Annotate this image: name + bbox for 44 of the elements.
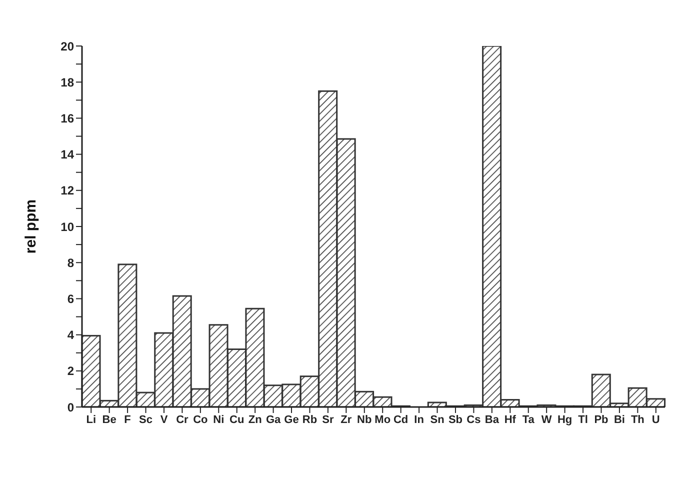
x-tick-label: Pb xyxy=(594,414,609,426)
x-tick-label: V xyxy=(160,414,168,426)
y-tick-label: 18 xyxy=(60,75,74,90)
x-tick-label: Rb xyxy=(302,414,318,426)
y-tick-label: 12 xyxy=(60,184,74,198)
x-tick-label: U xyxy=(652,414,660,426)
x-tick-label: Li xyxy=(86,414,96,426)
y-tick-label: 4 xyxy=(67,328,74,342)
x-tick-label: W xyxy=(541,414,552,426)
x-tick-label: Cd xyxy=(393,414,408,426)
y-tick-label: 20 xyxy=(60,39,74,54)
x-tick-label: In xyxy=(414,414,424,426)
x-tick-label: Zn xyxy=(248,414,262,426)
x-tick-label: Ba xyxy=(484,414,500,426)
x-tick-label: Ga xyxy=(266,414,282,426)
x-tick-label: Ge xyxy=(284,414,299,426)
y-tick-label: 10 xyxy=(60,220,74,234)
y-axis-title: rel ppm xyxy=(22,199,40,254)
x-tick-label: Sb xyxy=(448,414,463,426)
y-tick-label: 14 xyxy=(60,148,74,162)
y-tick-label: 6 xyxy=(67,292,74,306)
x-tick-label: F xyxy=(124,414,132,426)
x-tick-label: Hg xyxy=(557,414,572,426)
y-tick-label: 8 xyxy=(67,256,74,270)
x-tick-label: Cu xyxy=(230,414,244,426)
y-tick-label: 2 xyxy=(67,364,74,378)
x-tick-label: Co xyxy=(193,414,208,426)
x-tick-label: Sr xyxy=(322,414,334,426)
x-tick-label: Hf xyxy=(504,414,516,426)
x-tick-label: Be xyxy=(102,414,116,426)
x-tick-label: Nb xyxy=(357,414,372,426)
y-tick-label: 16 xyxy=(60,111,74,126)
x-tick-label: Zr xyxy=(340,414,352,426)
x-tick-label: Mo xyxy=(374,414,391,426)
x-tick-label: Ni xyxy=(213,414,224,426)
x-tick-label: Bi xyxy=(614,414,625,426)
x-tick-label: Ta xyxy=(522,414,536,426)
y-tick-label: 0 xyxy=(67,400,74,414)
x-tick-label: Sc xyxy=(139,414,152,426)
x-tick-label: Sn xyxy=(430,414,445,426)
x-tick-label: Th xyxy=(630,414,645,426)
x-tick-label: Cr xyxy=(176,414,190,426)
x-tick-label: Cs xyxy=(466,414,481,426)
x-tick-label: Tl xyxy=(578,414,588,426)
